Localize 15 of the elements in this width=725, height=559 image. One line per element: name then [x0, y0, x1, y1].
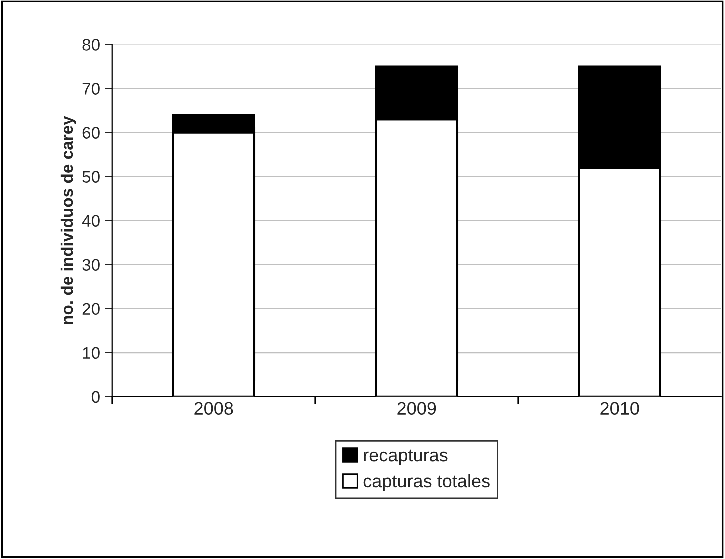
y-tick-label: 20 [82, 303, 100, 316]
legend-label: capturas totales [364, 474, 490, 492]
legend-label: recapturas [364, 450, 448, 466]
x-tick-label: 2010 [600, 402, 640, 416]
y-axis-title: no. de individuos de carey [60, 116, 76, 324]
x-tick-label: 2008 [194, 402, 234, 416]
y-tick-label: 30 [82, 259, 100, 272]
y-tick-label: 70 [82, 83, 100, 95]
x-tick-label: 2009 [398, 402, 436, 416]
y-tick-label: 80 [82, 39, 100, 51]
y-tick-label: 50 [82, 171, 100, 183]
y-tick-label: 0 [92, 391, 100, 404]
y-tick-label: 40 [82, 215, 100, 228]
y-tick-label: 10 [83, 347, 100, 360]
y-tick-label: 60 [82, 127, 100, 139]
